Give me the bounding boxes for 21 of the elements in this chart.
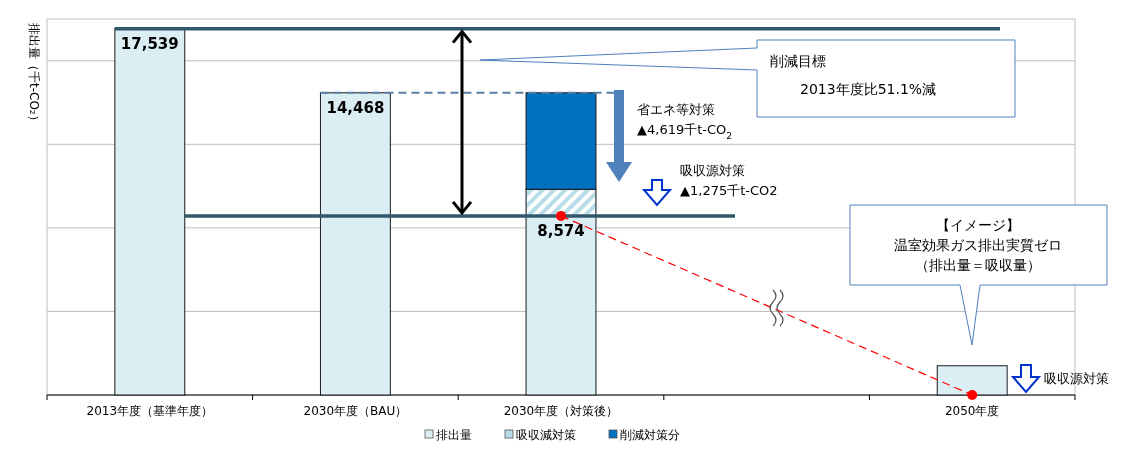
data-label: 14,468 xyxy=(326,98,385,117)
annotation: 省エネ等対策 ▲4,619千t-CO$_{2}$ xyxy=(637,102,733,141)
legend-label: 排出量 xyxy=(436,428,472,442)
bar xyxy=(936,365,1008,396)
bar xyxy=(114,28,186,396)
annotation: 【イメージ】 xyxy=(936,217,1020,233)
annotation: 吸収源対策 ▲1,275千t-CO2 xyxy=(680,163,778,198)
annotation: 吸収源対策 xyxy=(1044,371,1109,386)
annotation: 温室効果ガス排出実質ゼロ xyxy=(894,237,1062,253)
y-axis-title: 排出量（千t-CO₂） xyxy=(27,23,41,127)
x-tick-label: 2013年度（基準年度） xyxy=(86,404,214,418)
annotation: 削減目標 2013年度比51.1%減 xyxy=(770,53,937,97)
data-label: 17,539 xyxy=(120,34,179,53)
bar xyxy=(319,92,391,396)
legend-label: 吸収減対策 xyxy=(516,428,576,442)
legend-label: 削減対策分 xyxy=(620,428,680,442)
x-tick-label: 2030年度（BAU） xyxy=(303,404,408,418)
x-tick-label: 2050年度 xyxy=(944,404,1000,418)
annotation: （排出量＝吸収量） xyxy=(915,257,1041,273)
data-label: 8,574 xyxy=(537,221,585,240)
x-tick-label: 2030年度（対策後） xyxy=(503,404,619,418)
